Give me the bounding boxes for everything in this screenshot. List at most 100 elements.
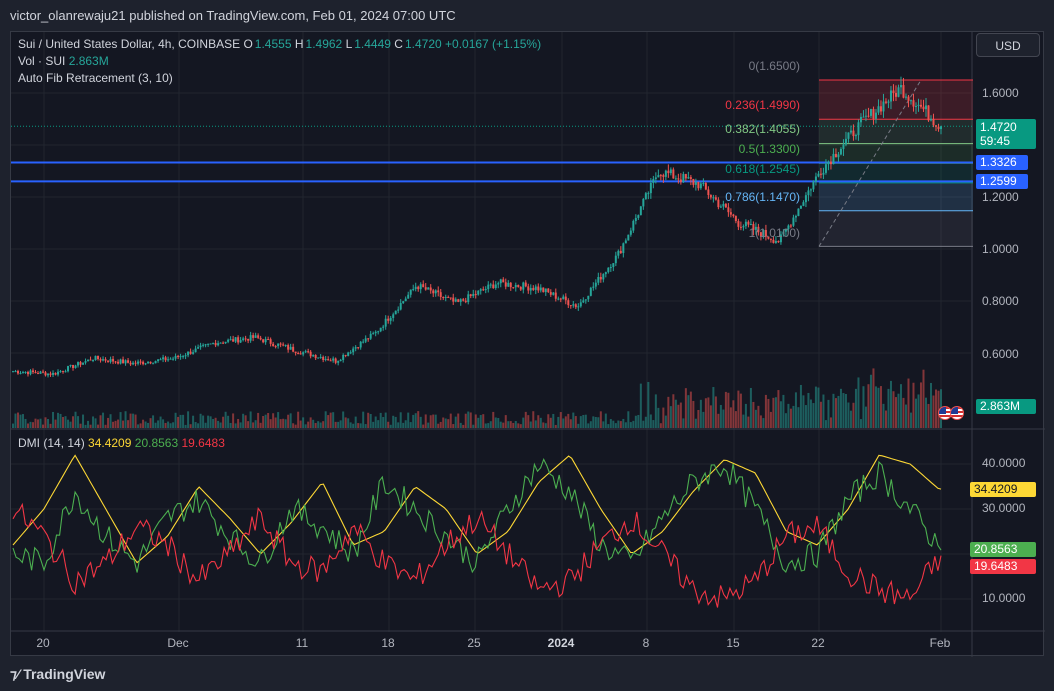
candle-body (292, 346, 295, 352)
volume-bar (632, 420, 635, 428)
volume-bar (512, 422, 515, 428)
volume-bar (669, 406, 672, 428)
candle-body (759, 232, 762, 237)
volume-bar (594, 416, 597, 428)
candle-body (322, 356, 325, 360)
volume-bar (589, 421, 592, 428)
candle-body (114, 361, 117, 363)
candle-body (279, 343, 282, 345)
candle-body (842, 144, 845, 149)
chart-canvas[interactable] (11, 32, 1045, 657)
fib-indicator-label[interactable]: Auto Fib Retracement (3, 10) (18, 71, 173, 85)
volume-bar (619, 421, 622, 428)
candle-body (362, 341, 365, 343)
volume-bar (794, 392, 797, 428)
candle-body (922, 106, 925, 110)
volume-bar (282, 418, 285, 428)
candle-body (719, 206, 722, 208)
volume-bar (214, 417, 217, 428)
candle-body (364, 338, 367, 342)
volume-bar (889, 380, 892, 428)
candle-body (52, 372, 55, 375)
volume-bar (27, 423, 30, 428)
low-key: L (345, 37, 353, 51)
volume-bar (917, 394, 920, 428)
symbol-title[interactable]: Sui / United States Dollar, 4h, COINBASE (18, 37, 241, 51)
volume-bar (402, 422, 405, 428)
us-flag-event-icon[interactable] (950, 406, 964, 420)
candle-body (467, 294, 470, 303)
currency-button[interactable]: USD (976, 33, 1040, 57)
volume-bar (617, 420, 620, 428)
volume-bar (752, 401, 755, 428)
volume-bar (544, 423, 547, 428)
candle-body (607, 267, 610, 273)
candle-body (739, 226, 742, 228)
volume-label[interactable]: Vol · SUI (18, 54, 66, 68)
volume-bar (462, 424, 465, 428)
volume-bar (224, 411, 227, 428)
candle-body (502, 279, 505, 283)
candle-body (357, 347, 360, 349)
candle-body (389, 317, 392, 321)
candle-body (269, 339, 272, 344)
volume-bar (682, 418, 685, 428)
volume-bar (164, 422, 167, 428)
volume-bar (464, 413, 467, 428)
volume-bar (914, 398, 917, 428)
candle-body (37, 373, 40, 375)
candle-body (669, 169, 672, 174)
volume-bar (654, 394, 657, 428)
candle-body (694, 182, 697, 185)
volume-bar (667, 396, 670, 428)
volume-bar (429, 415, 432, 428)
volume-bar (769, 411, 772, 428)
volume-bar (844, 393, 847, 428)
candle-body (84, 361, 87, 363)
candle-body (612, 263, 615, 268)
volume-bar (504, 415, 507, 428)
chart-frame[interactable] (10, 31, 1045, 657)
candle-body (302, 352, 305, 355)
candle-body (792, 217, 795, 226)
tradingview-logo[interactable]: ⁊⁄ TradingView (10, 666, 105, 683)
volume-bar (452, 424, 455, 428)
volume-bar (132, 413, 135, 428)
candle-body (692, 178, 695, 185)
candle-body (267, 339, 270, 341)
volume-bar (34, 418, 37, 428)
candle-body (447, 297, 450, 299)
candle-body (782, 231, 785, 235)
candle-body (459, 299, 462, 302)
candle-body (274, 346, 277, 348)
volume-bar (284, 419, 287, 428)
volume-bar (334, 421, 337, 428)
candle-body (677, 178, 680, 180)
candle-body (372, 333, 375, 335)
candle-body (519, 286, 522, 290)
candle-body (894, 92, 897, 97)
candle-body (869, 109, 872, 116)
volume-bar (497, 417, 500, 428)
volume-bar (759, 415, 762, 428)
candle-body (829, 161, 832, 165)
volume-bar (449, 413, 452, 428)
candle-body (577, 306, 580, 308)
volume-bar (54, 419, 57, 428)
candle-body (547, 288, 550, 293)
candle-body (702, 183, 705, 185)
candle-body (584, 299, 587, 301)
candle-body (569, 305, 572, 307)
volume-bar (719, 404, 722, 428)
volume-bar (519, 424, 522, 428)
volume-bar (509, 421, 512, 428)
candle-body (62, 371, 65, 373)
candle-body (462, 299, 465, 301)
volume-bar (349, 422, 352, 428)
dmi-label[interactable]: DMI (14, 14) (18, 436, 85, 450)
candle-body (679, 179, 682, 183)
volume-bar (254, 420, 257, 428)
volume-bar (882, 403, 885, 428)
volume-bar (167, 421, 170, 428)
volume-bar (579, 416, 582, 428)
